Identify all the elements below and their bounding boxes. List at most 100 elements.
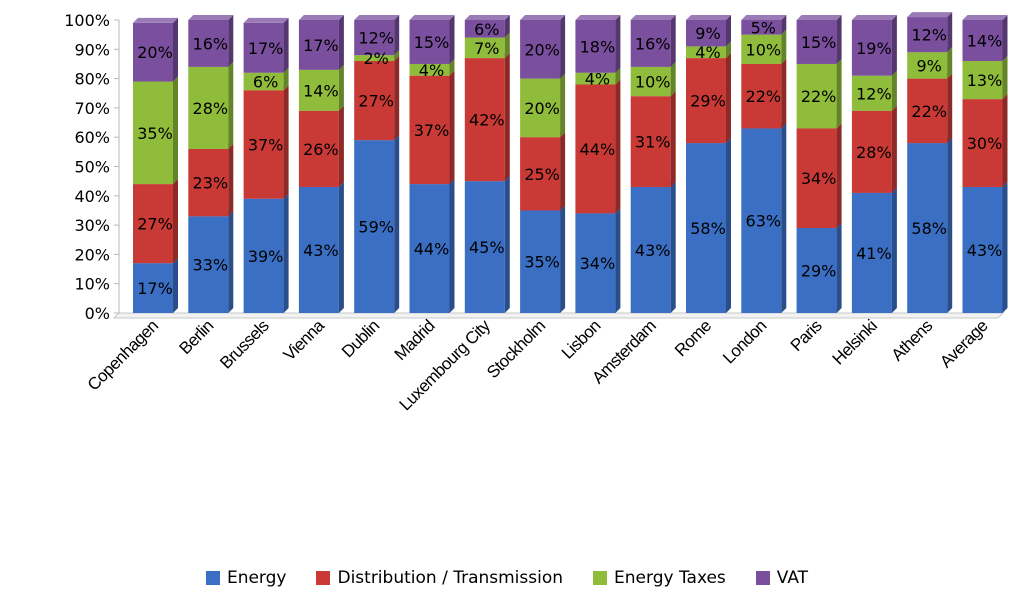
bar-side bbox=[173, 258, 178, 313]
legend-item-energy-taxes: Energy Taxes bbox=[593, 568, 726, 588]
bar-top bbox=[907, 12, 953, 18]
bar-segment bbox=[907, 12, 953, 53]
bar-side bbox=[338, 15, 344, 70]
bar-top bbox=[686, 15, 731, 20]
bar-side bbox=[394, 15, 400, 56]
bar-side bbox=[891, 15, 897, 76]
data-label: 16% bbox=[193, 34, 229, 53]
data-label: 34% bbox=[801, 169, 837, 188]
bar-side bbox=[228, 15, 234, 67]
category-label: Paris bbox=[787, 316, 826, 355]
bar-front bbox=[520, 20, 561, 79]
data-label: 9% bbox=[917, 56, 942, 75]
bar-side bbox=[1002, 182, 1008, 313]
bar-front bbox=[188, 216, 229, 313]
bar-top bbox=[354, 15, 400, 20]
data-label: 35% bbox=[137, 124, 173, 143]
data-label: 33% bbox=[193, 256, 229, 275]
bar-top bbox=[409, 15, 455, 20]
data-label: 43% bbox=[303, 241, 339, 260]
bar-side bbox=[891, 105, 897, 193]
data-label: 37% bbox=[414, 121, 450, 140]
bar-front bbox=[464, 37, 505, 59]
data-label: 12% bbox=[856, 84, 892, 103]
bar-front bbox=[133, 184, 173, 264]
bar-front bbox=[851, 75, 892, 111]
bar-front bbox=[133, 22, 173, 82]
bar-segment bbox=[741, 29, 787, 64]
bar-front bbox=[796, 20, 837, 64]
data-label: 5% bbox=[751, 18, 776, 37]
bar-front bbox=[962, 61, 1003, 100]
bar-top bbox=[298, 15, 344, 20]
bar-front bbox=[133, 81, 173, 185]
bar-side bbox=[504, 32, 510, 59]
bar-segment bbox=[298, 182, 344, 313]
bar-front bbox=[851, 192, 892, 313]
data-label: 17% bbox=[248, 39, 284, 58]
bar-front bbox=[298, 187, 339, 313]
bar-segment bbox=[686, 53, 731, 144]
bar-side bbox=[615, 79, 621, 214]
data-label: 17% bbox=[137, 279, 173, 298]
bar-side bbox=[781, 58, 787, 129]
bar-side bbox=[504, 176, 510, 313]
bar-front bbox=[298, 110, 339, 188]
data-label: 26% bbox=[303, 140, 339, 159]
data-label: 63% bbox=[746, 212, 782, 231]
bar-segment bbox=[962, 182, 1008, 313]
bar-front bbox=[907, 78, 948, 144]
bar-side bbox=[504, 15, 510, 38]
bar-front bbox=[907, 52, 948, 79]
bar-side bbox=[891, 187, 897, 313]
bar-side bbox=[283, 17, 289, 73]
bar-front bbox=[686, 20, 726, 47]
bar-side bbox=[338, 182, 344, 313]
data-label: 29% bbox=[801, 262, 837, 281]
bar-top bbox=[630, 15, 676, 20]
data-label: 43% bbox=[967, 241, 1003, 260]
bar-side bbox=[781, 123, 787, 313]
bar-segment bbox=[188, 15, 234, 67]
bar-segment bbox=[686, 15, 731, 47]
bar-segment bbox=[520, 15, 566, 79]
bar-side bbox=[173, 179, 178, 264]
data-label: 9% bbox=[695, 24, 720, 43]
y-tick-label: 40% bbox=[74, 187, 110, 206]
data-label: 30% bbox=[967, 134, 1003, 153]
data-label: 27% bbox=[137, 215, 173, 234]
data-label: 6% bbox=[253, 73, 278, 92]
bar-side bbox=[173, 17, 178, 82]
bar-side bbox=[560, 15, 566, 79]
bar-front bbox=[741, 34, 782, 64]
category-label: Berlin bbox=[175, 316, 217, 358]
bar-side bbox=[283, 193, 289, 313]
legend-swatch-energy-taxes bbox=[593, 571, 608, 585]
bar-segment bbox=[243, 193, 289, 313]
bar-side bbox=[449, 15, 455, 64]
bar-segment bbox=[409, 15, 455, 64]
bar-front bbox=[354, 55, 395, 62]
bar-segment bbox=[354, 15, 400, 56]
bar-side bbox=[228, 143, 234, 217]
bar-side bbox=[615, 208, 621, 313]
bar-side bbox=[781, 15, 787, 35]
bar-front bbox=[796, 128, 837, 229]
bar-segment bbox=[796, 123, 842, 229]
bar-front bbox=[796, 228, 837, 313]
data-label: 58% bbox=[690, 219, 726, 238]
bar-segment bbox=[464, 176, 510, 313]
bar-front bbox=[188, 148, 229, 217]
bar-segment bbox=[851, 70, 897, 111]
data-label: 14% bbox=[303, 81, 339, 100]
bar-front bbox=[796, 63, 837, 129]
data-label: 15% bbox=[414, 33, 450, 52]
legend-label-vat: VAT bbox=[776, 568, 809, 588]
data-label: 12% bbox=[911, 26, 947, 45]
bar-front bbox=[962, 187, 1003, 313]
bar-front bbox=[630, 96, 671, 188]
legend-item-distribution: Distribution / Transmission bbox=[316, 568, 563, 588]
data-label: 17% bbox=[303, 36, 339, 55]
bar-front bbox=[409, 75, 450, 185]
bar-top bbox=[243, 17, 289, 23]
